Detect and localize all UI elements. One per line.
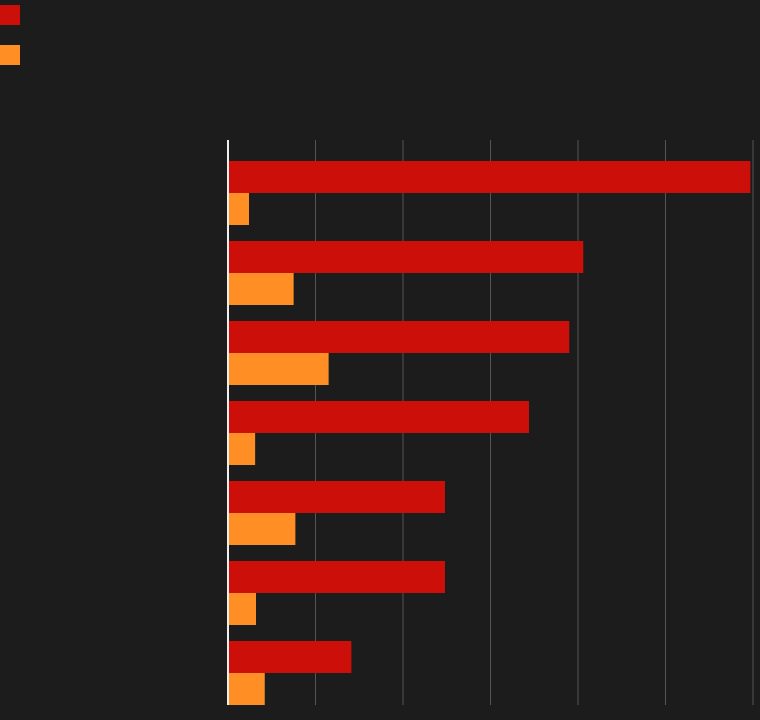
bar xyxy=(228,321,570,353)
bar xyxy=(228,241,584,273)
legend-swatch xyxy=(0,45,20,65)
bar xyxy=(228,641,352,673)
bar xyxy=(228,433,256,465)
bar xyxy=(228,353,329,385)
legend-swatch xyxy=(0,5,20,25)
bar xyxy=(228,273,294,305)
bar xyxy=(228,481,445,513)
bar xyxy=(228,561,445,593)
bar xyxy=(228,513,296,545)
bar xyxy=(228,673,265,705)
bar xyxy=(228,401,529,433)
bar xyxy=(228,593,256,625)
bar xyxy=(228,161,751,193)
bar xyxy=(228,193,249,225)
